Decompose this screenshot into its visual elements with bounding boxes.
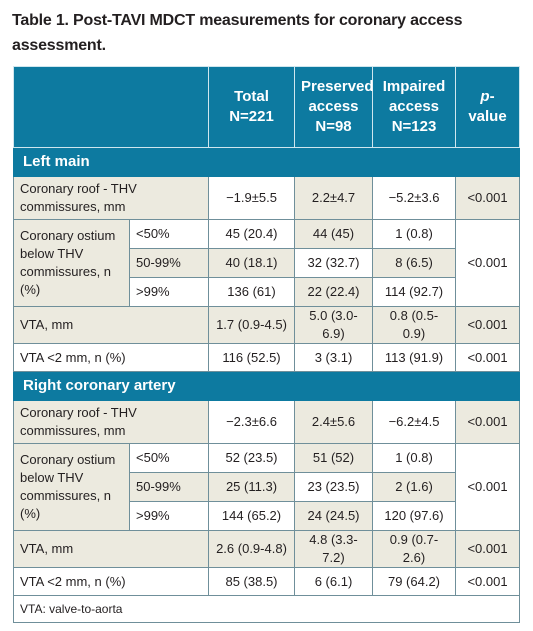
table-row: >99% 136 (61) 22 (22.4) 114 (92.7) <box>14 277 520 307</box>
row-vta2-rca: VTA <2 mm, n (%) 85 (38.5) 6 (6.1) 79 (6… <box>13 567 520 596</box>
section-row-left-main: Left main <box>13 147 520 177</box>
header-row: Total N=221 Preserved access N=98 Impair… <box>13 66 520 148</box>
table-row: 50-99% 40 (18.1) 32 (32.7) 8 (6.5) <box>14 248 520 278</box>
header-preserved: Preserved access N=98 <box>294 66 374 148</box>
footnote: VTA: valve-to-aorta <box>13 595 520 623</box>
row-ostium-left-main: Coronary ostium below THV commissures, n… <box>13 219 520 307</box>
header-total: Total N=221 <box>208 66 295 148</box>
row-roof-left-main: Coronary roof - THV commissures, mm −1.9… <box>13 176 520 220</box>
table-title: Table 1. Post-TAVI MDCT measurements for… <box>12 12 463 54</box>
header-pvalue: p-value <box>455 66 520 148</box>
row-vta-rca: VTA, mm 2.6 (0.9-4.8) 4.8 (3.3-7.2) 0.9 … <box>13 530 520 568</box>
header-impaired: Impaired access N=123 <box>372 66 456 148</box>
row-vta-left-main: VTA, mm 1.7 (0.9-4.5) 5.0 (3.0-6.9) 0.8 … <box>13 306 520 344</box>
row-roof-rca: Coronary roof - THV commissures, mm −2.3… <box>13 400 520 444</box>
row-ostium-rca: Coronary ostium below THV commissures, n… <box>13 443 520 531</box>
table-row: >99% 144 (65.2) 24 (24.5) 120 (97.6) <box>14 501 520 531</box>
section-row-right-coronary-artery: Right coronary artery <box>13 371 520 401</box>
row-vta2-left-main: VTA <2 mm, n (%) 116 (52.5) 3 (3.1) 113 … <box>13 343 520 372</box>
header-blank-cell <box>13 66 209 148</box>
footnote-row: VTA: valve-to-aorta <box>13 595 520 623</box>
measurements-table: Total N=221 Preserved access N=98 Impair… <box>13 66 520 623</box>
table-row: 50-99% 25 (11.3) 23 (23.5) 2 (1.6) <box>14 472 520 502</box>
